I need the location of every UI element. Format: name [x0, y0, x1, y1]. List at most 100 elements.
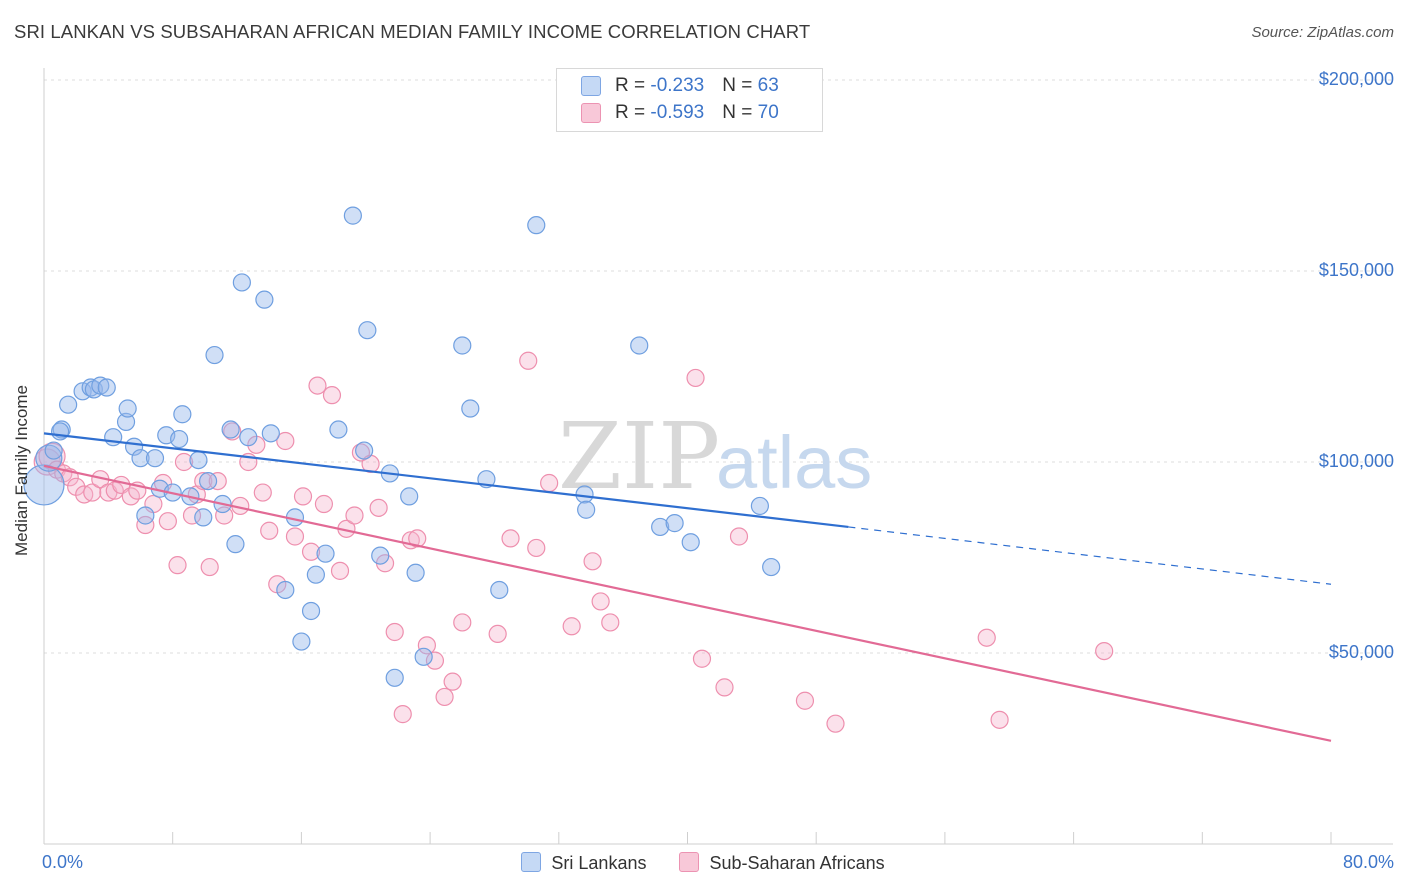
legend-r-value: -0.593	[650, 102, 705, 123]
srilankan-point	[301, 601, 321, 621]
subsaharan-point	[182, 506, 202, 525]
subsaharan-point	[322, 386, 342, 405]
y-tick-label: $100,000	[1318, 451, 1394, 471]
srilankan-point	[527, 216, 546, 235]
y-tick-label: $50,000	[1328, 642, 1394, 662]
subsaharan-point	[977, 628, 996, 647]
srilankan-point	[198, 472, 218, 491]
subsaharan-point	[194, 472, 213, 491]
srilankan-point	[385, 668, 404, 687]
y-tick-label: $200,000	[1318, 69, 1394, 89]
legend-r-value: -0.233	[650, 75, 705, 96]
subsaharan-point	[308, 376, 327, 395]
subsaharan-point	[527, 538, 546, 558]
srilankan-point	[358, 321, 377, 340]
subsaharan-point	[453, 613, 472, 632]
srilankan-point	[400, 487, 419, 506]
srilankan-point	[371, 546, 390, 565]
srilankan-point	[316, 544, 335, 563]
srilankan-point	[173, 405, 192, 424]
subsaharan-point	[729, 527, 749, 546]
srilankan-point	[97, 378, 116, 397]
subsaharan-point	[158, 512, 177, 531]
subsaharan-point	[174, 452, 194, 472]
series-subsaharan-points	[33, 351, 1114, 733]
legend-item-subsaharan: Sub-Saharan Africans	[679, 852, 885, 874]
subsaharan-point	[385, 622, 404, 642]
x-tick-min: 0.0%	[42, 852, 84, 872]
srilankan-point	[145, 449, 165, 468]
legend-label-srilankans: Sri Lankans	[551, 853, 647, 873]
subsaharan-point	[208, 472, 227, 491]
subsaharan-point	[408, 529, 427, 548]
subsaharan-point	[83, 483, 102, 502]
srilankan-point	[343, 206, 362, 225]
subsaharan-point	[345, 506, 364, 525]
srilankan-point	[577, 500, 596, 519]
srilankan-point	[292, 632, 311, 651]
trendline-srilankans-extension	[848, 526, 1332, 585]
trendline-srilankans	[43, 432, 849, 529]
srilankan-point	[59, 395, 78, 414]
srilankan-point	[226, 535, 245, 554]
subsaharan-point	[540, 473, 559, 493]
correlation-legend: R = -0.233 N = 63 R = -0.593 N = 70	[556, 68, 823, 132]
subsaharan-point	[369, 498, 388, 517]
srilankan-point	[681, 533, 700, 552]
legend-n-label: N =	[722, 75, 758, 96]
srilankan-point	[116, 412, 136, 431]
subsaharan-point	[519, 351, 538, 370]
y-axis-label: Median Family Income	[12, 384, 31, 556]
subsaharan-point	[314, 494, 334, 514]
srilankan-point	[414, 647, 433, 666]
subsaharan-point	[583, 552, 602, 571]
subsaharan-point	[293, 487, 313, 506]
legend-r-label: R =	[615, 75, 651, 96]
trendline-subsaharan	[43, 464, 1332, 742]
srilankan-point	[23, 464, 65, 506]
srilankan-point	[453, 336, 472, 355]
srilankan-point	[194, 508, 213, 527]
subsaharan-point	[562, 617, 581, 636]
subsaharan-point	[826, 714, 845, 733]
srilankan-point	[762, 557, 781, 577]
srilankan-point	[118, 399, 137, 418]
srilankan-point	[306, 565, 325, 584]
srilankan-point	[44, 441, 63, 460]
srilankan-point	[461, 399, 480, 418]
subsaharan-point	[425, 651, 445, 670]
srilankan-point	[406, 563, 425, 582]
srilankan-point	[136, 506, 155, 525]
srilankan-point	[261, 424, 280, 443]
x-tick-max: 80.0%	[1342, 852, 1394, 872]
srilankan-point	[665, 514, 684, 533]
legend-r-label: R =	[615, 102, 651, 123]
subsaharan-point	[330, 561, 350, 580]
subsaharan-point	[393, 705, 412, 724]
series-legend: Sri Lankans Sub-Saharan Africans	[0, 852, 1406, 874]
subsaharan-point	[692, 649, 712, 668]
legend-row-subsaharan: R = -0.593 N = 70	[581, 102, 779, 126]
srilankan-point	[91, 376, 110, 395]
subsaharan-point	[215, 506, 234, 525]
srilankan-point	[232, 273, 251, 292]
legend-n-value: 63	[757, 75, 779, 96]
subsaharan-point	[601, 613, 620, 632]
legend-swatch-blue	[581, 75, 601, 96]
legend-label-subsaharan: Sub-Saharan Africans	[709, 853, 885, 873]
legend-swatch-pink	[581, 102, 601, 123]
srilankan-point	[239, 428, 258, 447]
srilankan-point	[329, 420, 348, 439]
srilankan-point	[750, 496, 769, 516]
srilankan-point	[651, 517, 670, 537]
srilankan-point	[276, 580, 295, 600]
srilankan-point	[50, 422, 70, 441]
y-tick-label: $150,000	[1318, 260, 1394, 280]
subsaharan-point	[417, 636, 436, 655]
legend-n-value: 70	[757, 102, 779, 123]
srilankan-point	[630, 336, 649, 355]
subsaharan-point	[435, 687, 454, 707]
subsaharan-point	[795, 691, 815, 710]
subsaharan-point	[136, 515, 155, 535]
